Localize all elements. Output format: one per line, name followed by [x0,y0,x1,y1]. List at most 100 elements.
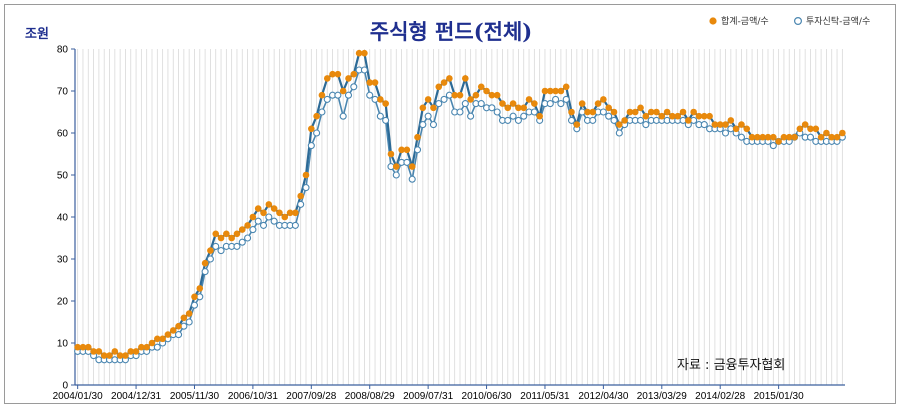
data-point [297,200,305,208]
data-point [520,104,528,112]
data-point [408,175,416,183]
data-point [169,327,177,334]
data-point [207,247,214,254]
data-point [392,163,400,170]
data-point [754,133,761,141]
data-point [175,322,182,330]
x-tick-label: 2005/11/30 [170,391,220,402]
data-point [509,100,517,107]
data-point [642,112,650,120]
data-point [504,116,512,124]
data-point [769,142,777,150]
data-point [403,158,411,166]
data-point [360,66,368,74]
data-point [440,95,448,103]
data-point [791,133,798,141]
data-point [84,343,92,351]
data-point [732,125,740,133]
data-point [578,100,586,107]
data-point [100,352,108,359]
source-note: 자료 : 금융투자협회 [677,358,785,373]
data-point [260,209,267,217]
legend-label-sum: 합계-금액/수 [721,15,769,27]
data-point [435,83,443,91]
data-point [504,104,512,112]
data-point [488,104,496,112]
data-point [185,310,193,317]
x-tick-label: 2007/09/28 [286,391,336,402]
data-point [695,112,703,120]
data-point [462,75,469,82]
data-point [249,213,257,221]
data-point [382,116,390,124]
data-point [403,146,411,154]
data-point [456,108,464,116]
data-point [621,117,628,124]
data-point [366,91,374,99]
data-point [413,146,422,154]
data-point [610,108,618,116]
data-point [302,171,310,179]
data-point [679,108,687,116]
data-point [154,335,161,343]
data-point [74,343,81,351]
chart-title: 주식형 펀드(전체) [370,19,532,44]
data-point [424,112,432,120]
data-point [477,83,485,91]
data-point [265,213,273,221]
data-point [721,129,730,137]
data-point [823,129,830,137]
data-point [562,95,570,103]
data-point [190,301,199,309]
data-point [722,121,729,128]
data-point [839,129,846,137]
data-point [366,79,374,86]
data-point [796,125,804,133]
data-point [515,104,522,112]
data-point [690,108,697,116]
data-point [180,314,188,322]
data-point [291,221,299,229]
data-point [148,339,156,347]
data-point [138,343,145,351]
data-point [738,121,745,128]
data-point [122,352,129,359]
data-point [191,293,198,301]
data-point [376,112,384,120]
x-tick-label: 2010/06/30 [462,391,512,402]
data-point [631,108,639,116]
data-point [552,95,560,103]
data-point [801,121,809,128]
data-point [323,75,331,82]
data-point [318,108,326,116]
data-point [807,125,814,133]
data-point [658,112,666,120]
data-point [392,171,400,179]
data-point [483,87,490,95]
data-point [514,116,522,124]
x-tick-label: 2013/03/29 [637,391,687,402]
data-point [111,348,119,355]
data-point [323,95,331,103]
data-point [206,255,214,263]
data-point [355,49,363,57]
data-point [674,112,682,120]
data-point [217,234,225,242]
data-point [212,230,220,238]
data-point [313,112,320,120]
x-tick-label: 2006/10/31 [228,391,278,402]
data-point [743,125,751,133]
data-point [472,91,480,99]
data-point [493,108,501,116]
data-point [233,230,241,238]
y-tick-label: 50 [57,171,69,182]
data-point [785,133,793,141]
data-point [467,112,475,120]
data-point [201,259,209,267]
y-tick-label: 60 [57,129,69,140]
data-point [307,142,315,150]
data-point [637,116,645,124]
data-point [281,213,289,221]
data-point [244,222,251,229]
data-point [584,108,591,116]
